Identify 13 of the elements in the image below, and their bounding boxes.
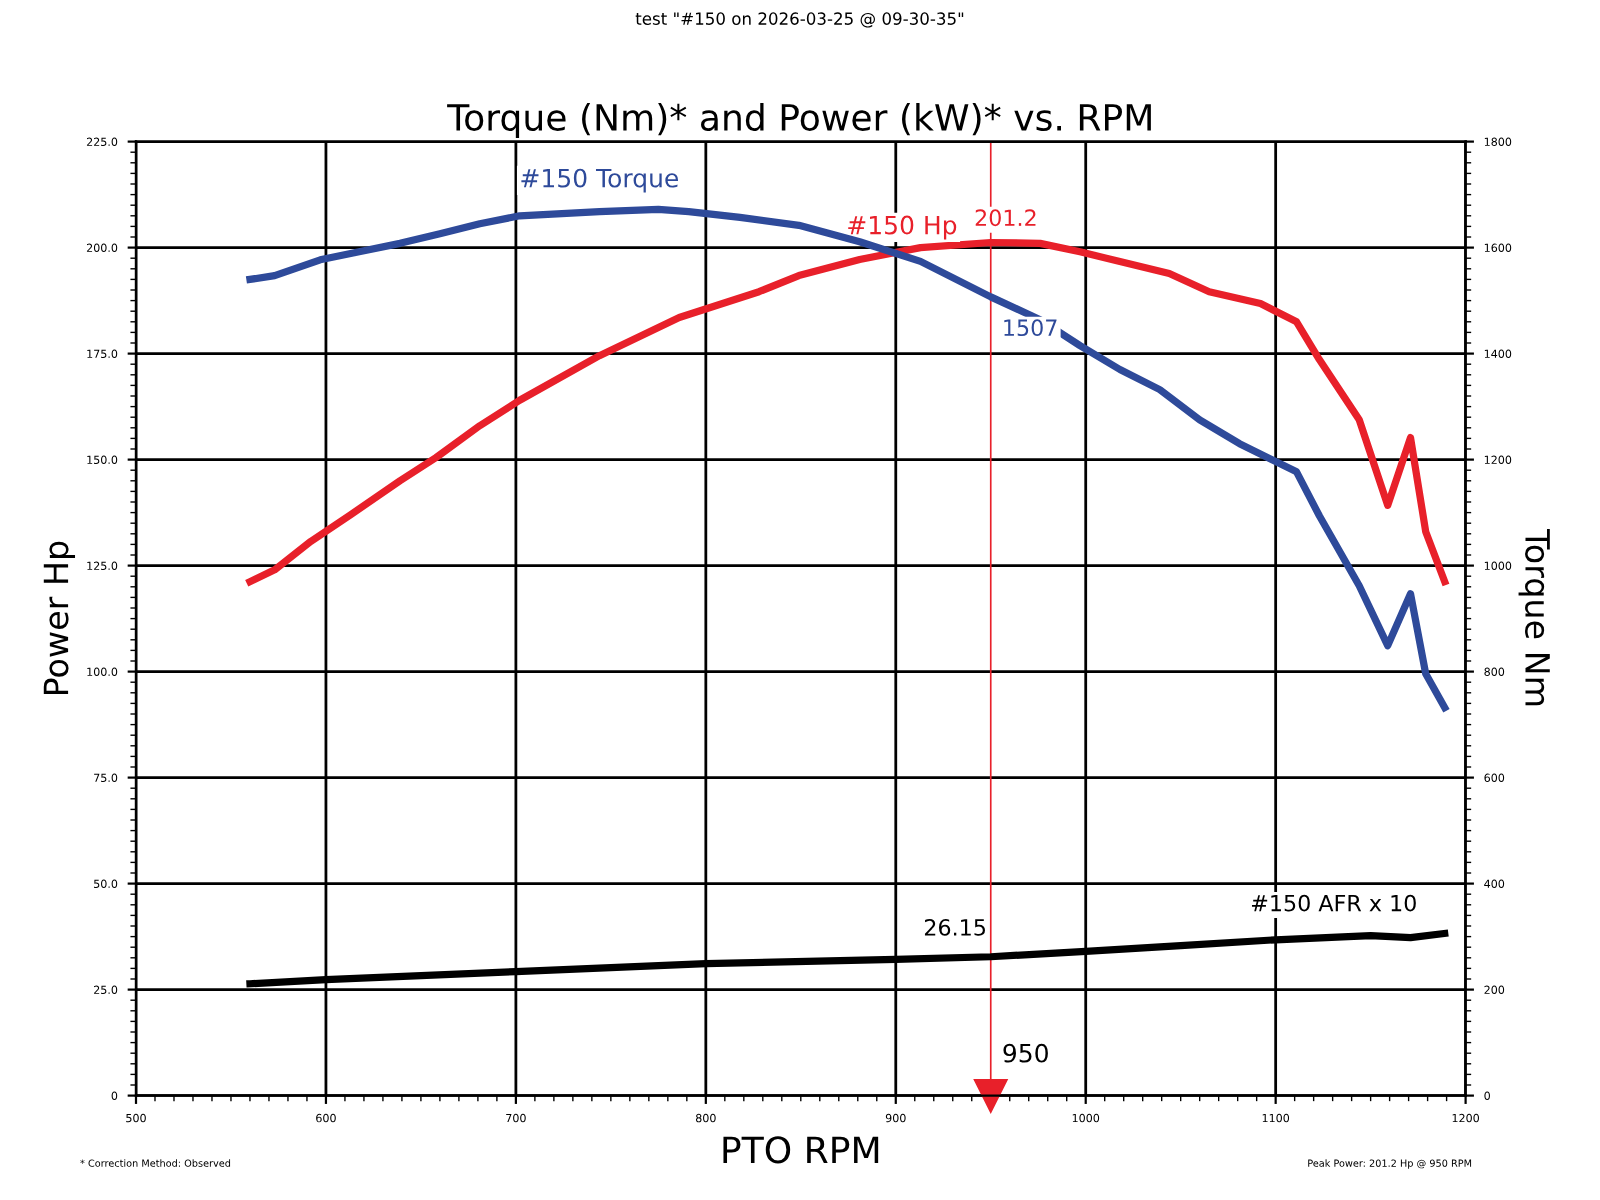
x-axis-title: PTO RPM (723, 1136, 879, 1164)
y2-axis-title: Torque Nm (1518, 529, 1550, 706)
line-series (246, 205, 1449, 712)
series-label: #150 Hp (848, 215, 957, 240)
series-label: #150 AFR x 10 (1251, 894, 1416, 912)
annotation: 26.15 (924, 918, 985, 936)
chart-title: Torque (Nm)* and Power (kW)* vs. RPM (447, 103, 1151, 138)
data-label: 201.2 (975, 209, 1036, 227)
series-label: #150 Torque (521, 168, 678, 193)
ref-line-label: 950 (1003, 1043, 1048, 1063)
y-axis-title: Power Hp (43, 541, 76, 695)
text: test "#150 on 2026-03-25 @ 09-30-35" (635, 12, 964, 28)
data-label: 1507 (1004, 319, 1057, 337)
